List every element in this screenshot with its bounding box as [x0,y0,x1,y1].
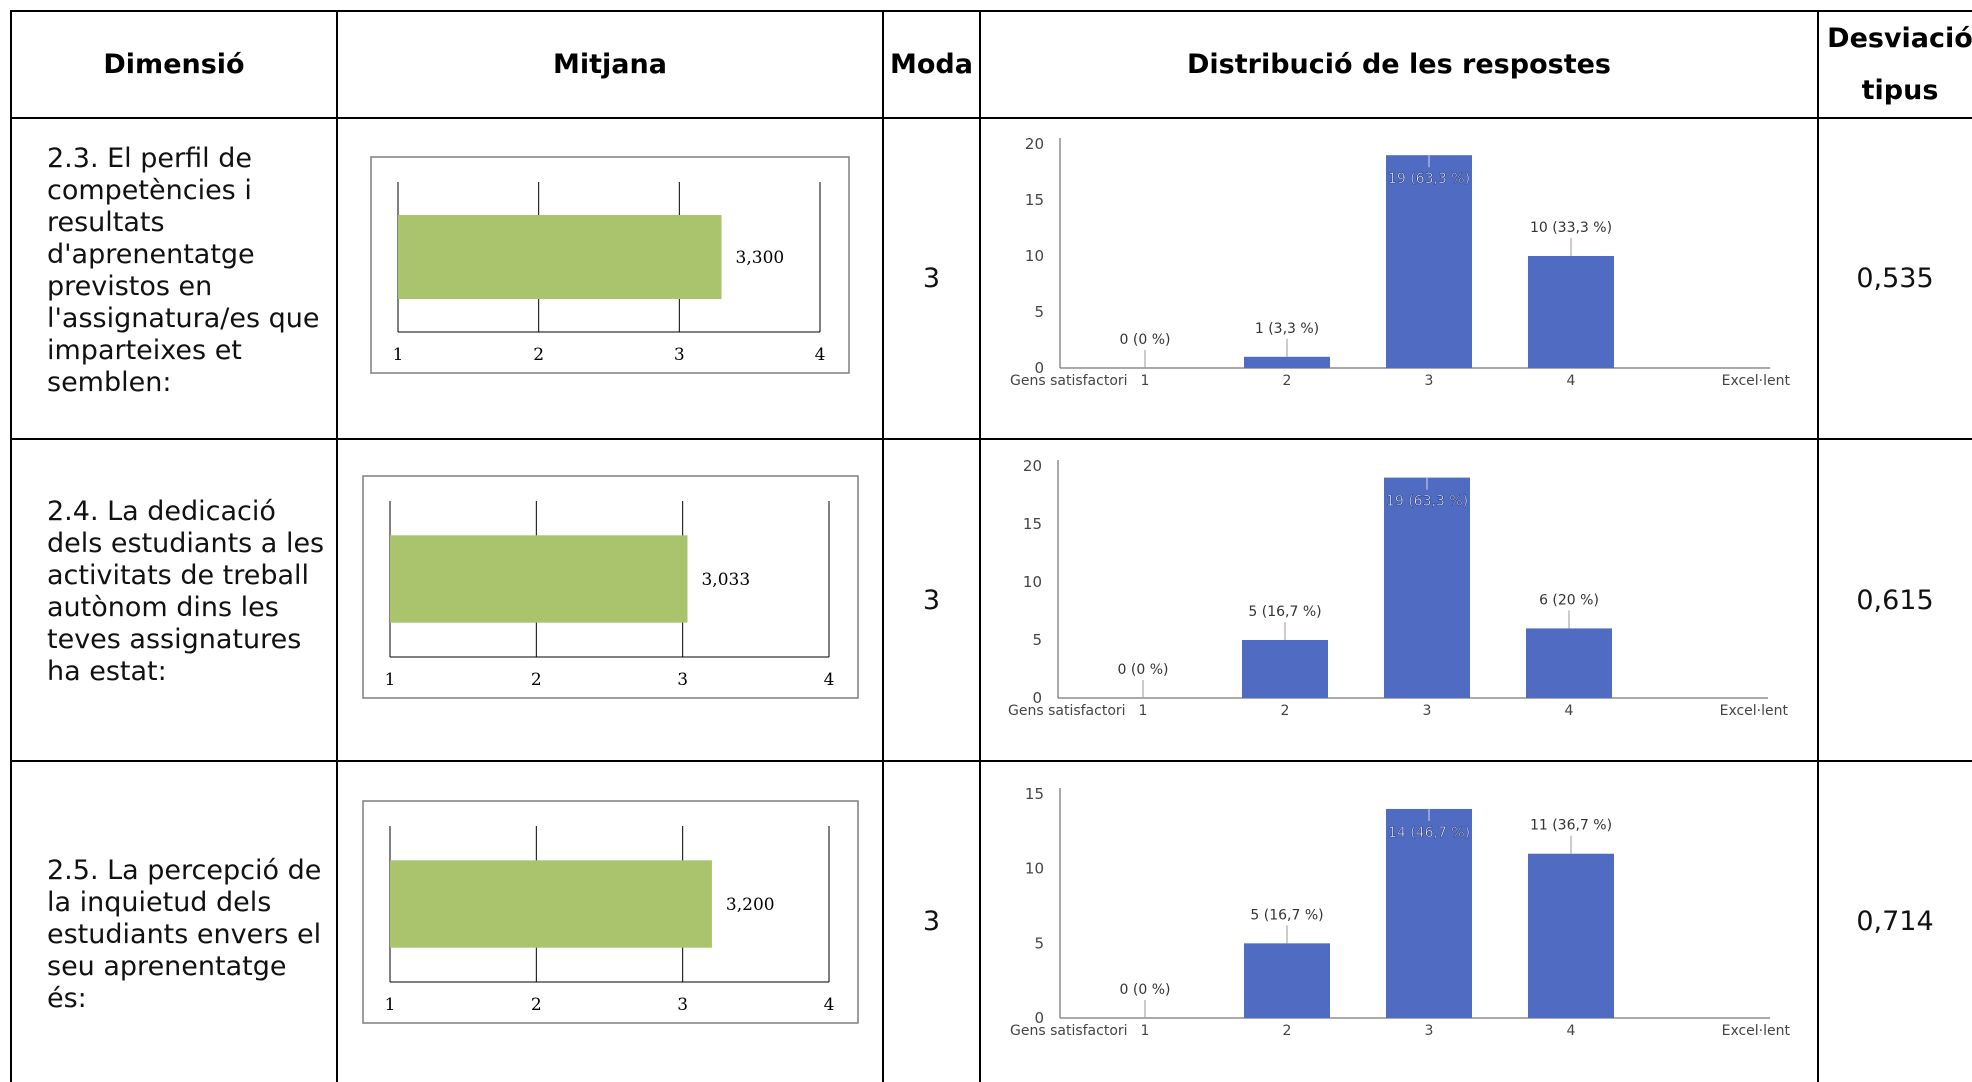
data-label: 6 (20 %) [1539,592,1599,608]
x-tick-label: 1 [1139,703,1148,719]
row-1-std: 0,535 [1856,263,1934,294]
mean-bar-label: 3,200 [726,895,775,915]
x-tick-label: 3 [1425,1023,1434,1039]
y-tick-label: 5 [1032,631,1042,649]
data-label: 19 (63,3 %) [1388,171,1470,187]
x-left-label: Gens satisfactori [1010,373,1128,389]
row-1-mode: 3 [922,263,941,294]
mean-chart-row-2: 1 2 3 4 3,033 [362,475,859,699]
x-tick-label: 2 [531,995,542,1015]
x-right-label: Excel·lent [1722,1023,1791,1039]
data-label: 14 (46,7 %) [1388,825,1470,841]
y-tick-label: 0 [1034,359,1044,377]
header-mean: Mitjana [553,49,667,80]
data-label: 5 (16,7 %) [1248,604,1321,620]
bar [1242,640,1328,698]
row-3-mode: 3 [922,906,941,937]
x-tick-label: 2 [531,670,542,690]
bar [1384,477,1470,698]
x-right-label: Excel·lent [1722,373,1791,389]
row-2-std: 0,615 [1856,584,1934,616]
header-dimension: Dimensió [103,49,245,80]
y-tick-label: 20 [1023,457,1042,475]
x-tick-label: 4 [815,345,826,365]
x-tick-label: 1 [1141,373,1150,389]
x-tick-label: 4 [1565,703,1574,719]
data-label: 1 (3,3 %) [1255,321,1319,337]
header-std: Desviació tipus [1818,11,1972,118]
data-label: 0 (0 %) [1120,982,1171,998]
distribution-chart-row-1: 0 5 10 15 20 Gens satisfactori Excel·lent 1 0 (0… [1010,135,1791,389]
x-left-label: Gens satisfactori [1010,1023,1128,1039]
data-label: 19 (63,3 %) [1386,494,1468,510]
bar [1528,853,1614,1018]
y-tick-label: 5 [1034,934,1044,952]
x-tick-label: 3 [677,670,688,690]
y-tick-label: 15 [1025,785,1044,803]
mean-bar [390,860,712,948]
data-label: 5 (16,7 %) [1250,907,1323,923]
x-tick-label: 1 [385,670,396,690]
x-tick-label: 1 [1141,1023,1150,1039]
x-tick-label: 4 [1567,373,1576,389]
x-left-label: Gens satisfactori [1008,703,1126,719]
y-tick-label: 5 [1034,303,1044,321]
x-tick-label: 4 [824,995,835,1015]
x-tick-label: 2 [1283,1023,1292,1039]
x-tick-label: 4 [824,670,835,690]
header-std-line1: Desviació [1827,22,1972,54]
y-tick-label: 10 [1023,573,1042,591]
bar [1244,356,1330,368]
y-tick-label: 0 [1034,1009,1044,1027]
x-tick-label: 3 [1423,703,1432,719]
x-tick-label: 4 [1567,1023,1576,1039]
row-1-dimension: 2.3. El perfil de competències i resulta… [47,143,320,398]
y-tick-label: 15 [1023,515,1042,533]
x-tick-label: 1 [385,995,396,1015]
row-2-mode: 3 [922,584,941,616]
header-mode: Moda [890,49,973,80]
x-tick-label: 3 [674,345,685,365]
bar [1244,943,1330,1018]
row-2-dimension: 2.4. La dedicació dels estudiants a les … [47,496,325,687]
data-label: 11 (36,7 %) [1530,818,1612,834]
row-3-dimension: 2.5. La percepció de la inquietud dels e… [47,855,322,1014]
x-tick-label: 3 [677,995,688,1015]
x-tick-label: 2 [533,345,544,365]
y-tick-label: 0 [1032,689,1042,707]
distribution-chart-row-2: 0 5 10 15 20 Gens satisfactori Excel·lent 1 0 (0… [1008,457,1789,719]
x-tick-label: 3 [1425,373,1434,389]
x-tick-label: 2 [1281,703,1290,719]
header-distribution: Distribució de les respostes [1187,49,1611,80]
mean-bar [390,535,688,623]
header-std-line2: tipus [1861,74,1939,106]
mean-chart-row-1: 1 2 3 4 3,300 [370,156,850,374]
y-tick-label: 10 [1025,247,1044,265]
bar [1386,155,1472,368]
data-label: 0 (0 %) [1120,332,1171,348]
x-right-label: Excel·lent [1720,703,1789,719]
bar [1526,628,1612,698]
bar [1386,808,1472,1018]
bar [1528,256,1614,368]
x-tick-label: 1 [393,345,404,365]
row-3-std: 0,714 [1856,906,1934,937]
y-tick-label: 15 [1025,191,1044,209]
mean-chart-row-3: 1 2 3 4 3,200 [362,800,859,1024]
mean-bar [398,215,722,299]
distribution-chart-row-3: 0 5 10 15 Gens satisfactori Excel·lent 1 0 (0 %… [1010,785,1791,1039]
data-label: 0 (0 %) [1118,662,1169,678]
x-tick-label: 2 [1283,373,1292,389]
y-tick-label: 10 [1025,860,1044,878]
y-tick-label: 20 [1025,135,1044,153]
data-label: 10 (33,3 %) [1530,220,1612,236]
mean-bar-label: 3,300 [736,248,785,268]
mean-bar-label: 3,033 [701,570,750,590]
